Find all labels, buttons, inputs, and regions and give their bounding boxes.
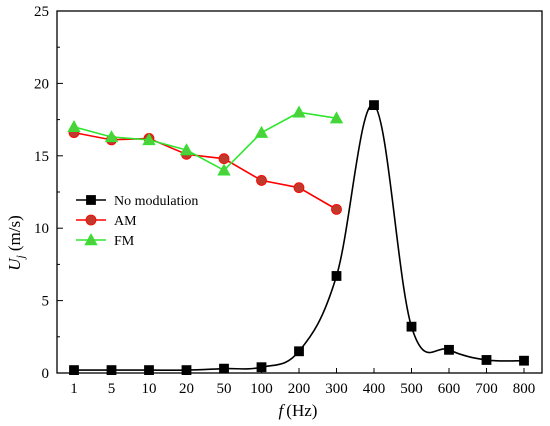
data-point-am xyxy=(293,182,305,194)
x-tick-label: 1 xyxy=(70,381,78,397)
legend-marker xyxy=(85,214,97,226)
legend-label: No modulation xyxy=(114,194,198,209)
data-point-fm xyxy=(329,111,344,124)
data-point-no-modulation xyxy=(444,344,454,355)
data-point-no-modulation xyxy=(219,363,229,374)
data-point-fm xyxy=(142,133,156,146)
series-fm xyxy=(67,105,344,176)
x-tick-label: 700 xyxy=(475,381,498,397)
series-no-modulation xyxy=(69,100,529,376)
legend-label: AM xyxy=(114,214,137,229)
x-tick-label: 400 xyxy=(363,381,386,397)
y-tick-label: 25 xyxy=(34,4,49,20)
data-point-fm xyxy=(292,105,306,118)
x-tick-label: 20 xyxy=(179,381,194,397)
data-point-no-modulation xyxy=(69,365,79,376)
data-point-no-modulation xyxy=(144,365,154,376)
data-point-am xyxy=(218,153,230,165)
data-point-fm xyxy=(217,163,231,176)
axes: 1 5 10 20 50 100 200 300 400 500 600 700 80005101520… xyxy=(34,4,535,397)
x-axis-unit: (Hz) xyxy=(286,401,317,420)
data-point-fm xyxy=(67,120,81,133)
x-tick-label: 600 xyxy=(438,381,461,397)
data-point-fm xyxy=(104,130,119,143)
x-tick-label: 300 xyxy=(325,381,348,397)
series-line-no-modulation xyxy=(73,104,525,372)
legend-item-am: AM xyxy=(76,214,137,229)
series-line-fm xyxy=(73,111,337,172)
series-line-am xyxy=(73,131,337,211)
x-tick-label: 50 xyxy=(217,381,232,397)
x-tick-label: 10 xyxy=(142,381,157,397)
x-tick-label: 100 xyxy=(250,381,273,397)
data-point-no-modulation xyxy=(369,100,379,111)
y-tick-label: 20 xyxy=(34,76,49,92)
x-axis-symbol: f xyxy=(279,401,286,420)
legend-label: FM xyxy=(114,234,135,249)
legend-marker xyxy=(84,233,98,246)
data-point-am xyxy=(256,175,267,186)
y-tick-label: 0 xyxy=(42,366,50,382)
series-group xyxy=(67,100,529,376)
y-axis-unit: (m/s) xyxy=(5,215,24,251)
data-point-fm xyxy=(254,125,269,138)
legend: No modulation AM FM xyxy=(76,194,198,249)
data-point-no-modulation xyxy=(331,271,342,281)
data-point-no-modulation xyxy=(481,355,492,365)
y-axis-subscript: j xyxy=(13,254,27,260)
x-tick-label: 500 xyxy=(400,381,423,397)
data-point-no-modulation xyxy=(181,365,192,376)
data-point-no-modulation xyxy=(519,355,529,366)
data-point-fm xyxy=(179,143,194,156)
x-tick-label: 800 xyxy=(513,381,536,397)
data-point-no-modulation xyxy=(406,321,417,332)
legend-marker xyxy=(86,195,96,205)
x-tick-label: 5 xyxy=(108,381,116,397)
data-point-no-modulation xyxy=(256,362,267,373)
x-axis-title: f (Hz) xyxy=(279,401,318,420)
y-tick-label: 15 xyxy=(34,149,49,165)
y-tick-label: 5 xyxy=(42,294,50,310)
y-axis-title: Uj (m/s) xyxy=(5,215,27,271)
legend-item-no-modulation: No modulation xyxy=(76,194,198,209)
data-point-am xyxy=(331,203,342,215)
x-tick-label: 200 xyxy=(288,381,311,397)
data-point-no-modulation xyxy=(106,365,117,376)
legend-item-fm: FM xyxy=(76,233,135,249)
y-tick-label: 10 xyxy=(34,221,49,237)
data-point-no-modulation xyxy=(294,346,304,357)
y-axis-symbol: U xyxy=(5,257,24,271)
